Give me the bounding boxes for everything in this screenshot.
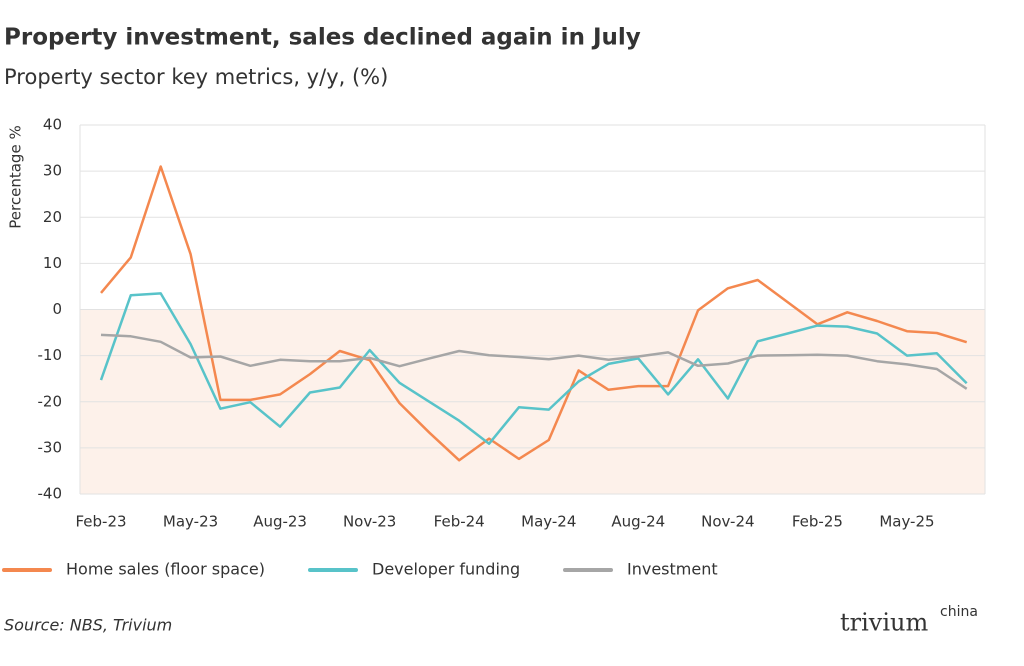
- source: Source: NBS, Trivium: [4, 616, 172, 635]
- series-line: [100, 333, 968, 390]
- legend-label: Investment: [627, 560, 718, 579]
- y-tick-label: 40: [43, 116, 62, 134]
- y-tick-label: -40: [38, 485, 63, 503]
- x-tick-label: Feb-25: [792, 513, 843, 531]
- y-tick-label: -10: [38, 346, 63, 364]
- x-tick-label: Nov-23: [343, 513, 396, 531]
- x-tick-label: Feb-23: [75, 513, 126, 531]
- logo: trivium: [840, 609, 928, 637]
- y-tick-label: -30: [38, 438, 63, 456]
- y-tick-label: 20: [43, 208, 62, 226]
- chart-subtitle: Property sector key metrics, y/y, (%): [4, 65, 388, 89]
- y-tick-label: -20: [38, 392, 63, 410]
- series-line: [100, 165, 968, 462]
- y-tick-label: 30: [43, 162, 62, 180]
- series-line: [99, 292, 968, 445]
- x-tick-label: May-23: [163, 513, 218, 531]
- y-tick-label: 0: [52, 300, 62, 318]
- chart-title: Property investment, sales declined agai…: [4, 25, 641, 51]
- y-tick-label: 10: [43, 254, 62, 272]
- legend-label: Home sales (floor space): [66, 560, 265, 579]
- y-axis-label: Percentage %: [7, 125, 25, 228]
- legend-label: Developer funding: [372, 560, 520, 579]
- logo-sup: china: [940, 604, 978, 620]
- x-tick-label: Aug-24: [611, 513, 665, 531]
- x-tick-label: Aug-23: [253, 513, 307, 531]
- x-tick-label: Feb-24: [434, 513, 485, 531]
- x-tick-label: May-24: [521, 513, 576, 531]
- x-tick-label: May-25: [879, 513, 934, 531]
- x-tick-label: Nov-24: [701, 513, 754, 531]
